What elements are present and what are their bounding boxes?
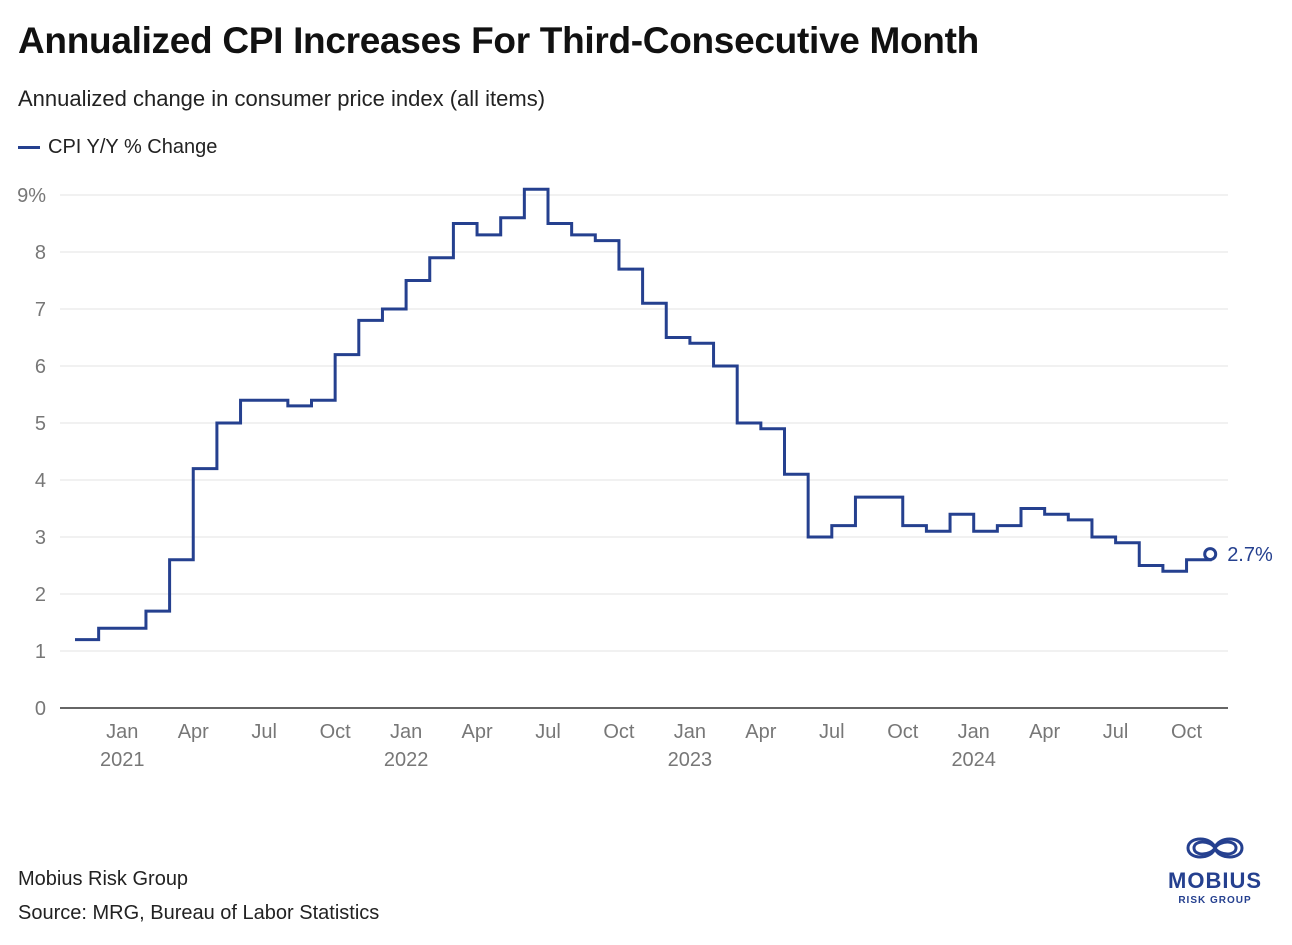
x-axis-ticks: Jan 2021 Apr Jul Oct Jan 2022 Apr Jul Oct Jan 2023 A… — [100, 721, 1202, 771]
chart-title: Annualized CPI Increases For Third-Conse… — [18, 20, 979, 61]
company-logo: MOBIUS RISK GROUP — [1150, 828, 1280, 908]
x-tick-label: Oct — [603, 721, 635, 743]
y-tick-label: 7 — [35, 299, 46, 321]
chart-subtitle: Annualized change in consumer price inde… — [18, 86, 546, 111]
x-tick-year-label: 2023 — [668, 749, 713, 771]
grid-lines — [60, 194, 1228, 709]
x-tick-label: Oct — [887, 721, 919, 743]
series-layer: 2.7% — [75, 187, 1273, 642]
x-tick-year-label: 2022 — [384, 749, 429, 771]
x-tick-label: Jul — [251, 721, 277, 743]
y-axis-ticks: 0 1 2 3 4 5 6 7 8 9% — [17, 185, 46, 720]
logo-tagline: RISK GROUP — [1178, 895, 1252, 906]
y-tick-label: 1 — [35, 641, 46, 663]
footer-source: Source: MRG, Bureau of Labor Statistics — [18, 902, 380, 924]
x-tick-label: Oct — [1171, 721, 1203, 743]
end-point-marker — [1203, 547, 1218, 562]
logo-name: MOBIUS — [1168, 868, 1262, 893]
mobius-knot-icon — [1186, 837, 1244, 859]
footer-organization: Mobius Risk Group — [18, 868, 189, 890]
x-tick-label: Jul — [819, 721, 845, 743]
y-tick-label: 5 — [35, 413, 46, 435]
legend: CPI Y/Y % Change — [18, 136, 217, 159]
x-tick-label: Apr — [745, 721, 776, 743]
x-tick-label: Apr — [461, 721, 492, 743]
x-tick-label: Jan — [958, 721, 990, 743]
y-tick-label: 6 — [35, 356, 46, 378]
x-tick-label: Jan — [106, 721, 138, 743]
x-tick-year-label: 2021 — [100, 749, 145, 771]
y-tick-label: 4 — [35, 470, 46, 492]
x-tick-label: Oct — [320, 721, 352, 743]
x-tick-year-label: 2024 — [951, 749, 996, 771]
series-line-cpi — [75, 187, 1212, 642]
y-tick-label: 0 — [35, 698, 46, 720]
end-value-label: 2.7% — [1227, 544, 1273, 566]
x-tick-label: Apr — [178, 721, 209, 743]
x-tick-label: Jul — [535, 721, 561, 743]
legend-label: CPI Y/Y % Change — [48, 136, 218, 158]
x-tick-label: Jan — [390, 721, 422, 743]
y-tick-label: 2 — [35, 584, 46, 606]
x-tick-label: Jan — [674, 721, 706, 743]
x-tick-label: Apr — [1029, 721, 1060, 743]
y-tick-label: 8 — [35, 242, 46, 264]
cpi-step-chart: 0 1 2 3 4 5 6 7 8 9% Jan 2021 Apr Jul Oct Jan 2022 Apr Ju… — [17, 185, 1273, 771]
x-tick-label: Jul — [1103, 721, 1129, 743]
y-tick-label: 9% — [17, 185, 46, 207]
legend-swatch — [18, 146, 40, 149]
y-tick-label: 3 — [35, 527, 46, 549]
